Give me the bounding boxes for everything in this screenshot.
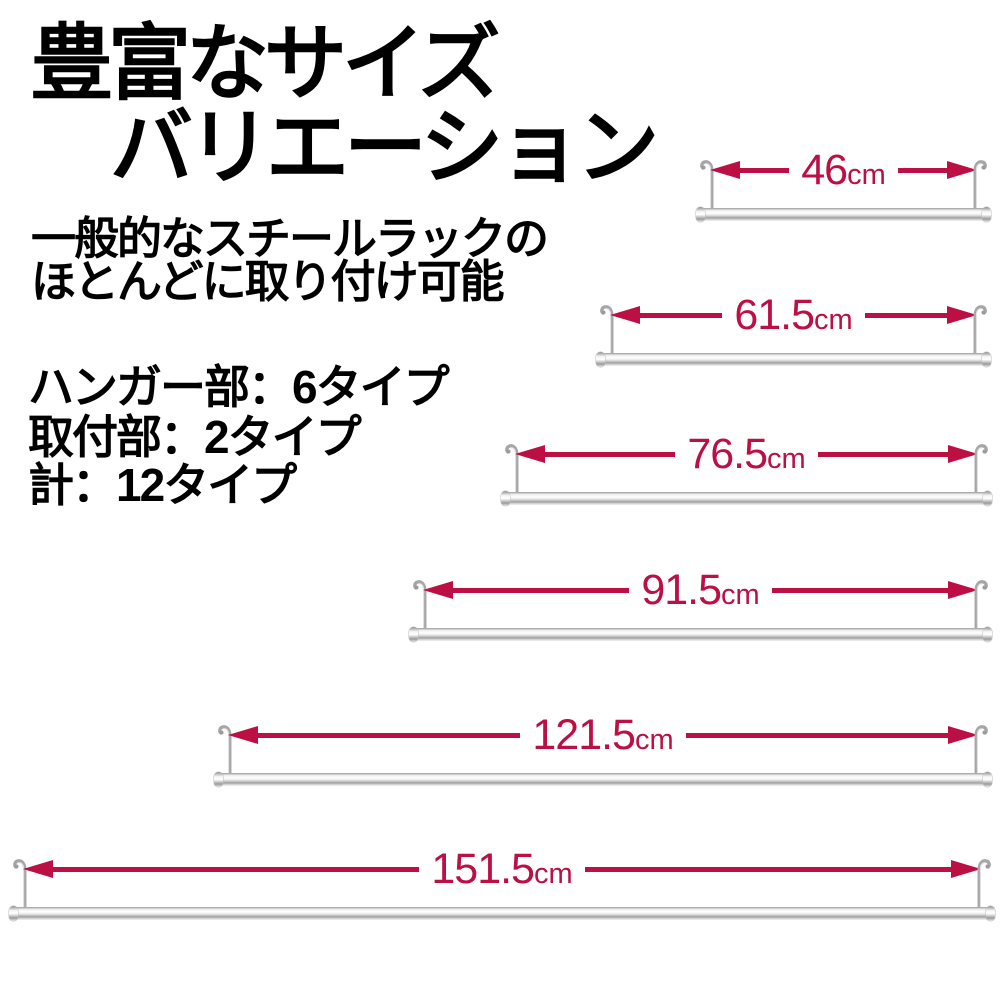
size-label: 46cm: [801, 145, 886, 194]
spec-line-total-types: 計：12タイプ: [28, 459, 297, 511]
arrowhead-left-icon: [610, 306, 640, 324]
subtitle-line1: 一般的なスチールラックの: [31, 213, 549, 264]
size-label: 61.5cm: [734, 290, 853, 339]
size-unit: cm: [767, 442, 806, 475]
size-label: 91.5cm: [641, 565, 760, 614]
hanger-bar: 76.5cm: [501, 432, 992, 507]
measure-line-left: [53, 866, 420, 872]
hanger-bar: 46cm: [696, 148, 991, 223]
measure-line-left: [258, 732, 521, 738]
chrome-tube: [214, 772, 992, 787]
measure-line-right: [897, 167, 948, 173]
hanger-bar: 61.5cm: [596, 293, 991, 368]
measure-line-right: [685, 732, 948, 738]
arrowhead-left-icon: [228, 726, 258, 744]
measure-line-left: [640, 312, 723, 318]
spec-line-mount-types: 取付部：2タイプ: [28, 411, 362, 463]
arrowhead-right-icon: [947, 161, 978, 179]
size-value: 151.5: [431, 844, 535, 893]
arrowhead-left-icon: [515, 445, 545, 463]
right-hook-icon: [974, 580, 988, 631]
measure-line-left: [453, 587, 630, 593]
size-unit: cm: [847, 158, 886, 191]
size-value: 121.5: [532, 710, 636, 759]
hanger-bar: 91.5cm: [409, 568, 992, 643]
measure-line-left: [740, 167, 790, 173]
arrowhead-right-icon: [948, 726, 978, 744]
arrowhead-left-icon: [710, 161, 740, 179]
measure-arrow: 121.5cm: [228, 713, 978, 756]
right-hook-icon: [974, 725, 988, 776]
measure-arrow: 76.5cm: [515, 432, 978, 475]
arrowhead-right-icon: [948, 581, 978, 599]
right-hook-icon: [977, 859, 991, 910]
arrowhead-left-icon: [23, 860, 53, 878]
measure-line-left: [545, 451, 676, 457]
right-hook-icon: [974, 444, 988, 495]
main-title-line1: 豊富なサイズ: [30, 17, 501, 110]
size-label: 76.5cm: [687, 429, 806, 478]
size-value: 46: [801, 145, 848, 194]
arrowhead-right-icon: [948, 445, 978, 463]
measure-line-right: [864, 312, 947, 318]
chrome-tube: [9, 906, 995, 921]
main-title-line2: バリエーション: [110, 101, 659, 194]
size-value: 91.5: [641, 565, 722, 614]
spec-line-hanger-types: ハンガー部：6タイプ: [28, 361, 450, 413]
measure-arrow: 46cm: [710, 148, 978, 191]
arrowhead-right-icon: [951, 860, 981, 878]
size-value: 76.5: [687, 429, 768, 478]
hanger-bar: 121.5cm: [214, 713, 992, 788]
arrowhead-right-icon: [947, 306, 977, 324]
chrome-tube: [501, 491, 992, 506]
right-hook-icon: [973, 160, 987, 211]
measure-arrow: 61.5cm: [610, 293, 977, 336]
measure-line-right: [771, 587, 948, 593]
measure-line-right: [584, 866, 951, 872]
size-label: 121.5cm: [532, 710, 674, 759]
chrome-tube: [596, 352, 991, 367]
size-unit: cm: [721, 578, 760, 611]
arrowhead-left-icon: [423, 581, 453, 599]
measure-line-right: [817, 451, 948, 457]
size-unit: cm: [634, 723, 674, 756]
chrome-tube: [409, 627, 992, 642]
subtitle-line2: ほとんどに取り付け可能: [31, 256, 505, 307]
chrome-tube: [696, 207, 991, 222]
size-unit: cm: [533, 857, 573, 890]
size-value: 61.5: [734, 290, 815, 339]
hanger-bar: 151.5cm: [9, 847, 995, 922]
measure-arrow: 151.5cm: [23, 847, 981, 890]
measure-arrow: 91.5cm: [423, 568, 978, 611]
size-unit: cm: [814, 303, 853, 336]
size-label: 151.5cm: [431, 844, 573, 893]
right-hook-icon: [973, 305, 987, 356]
